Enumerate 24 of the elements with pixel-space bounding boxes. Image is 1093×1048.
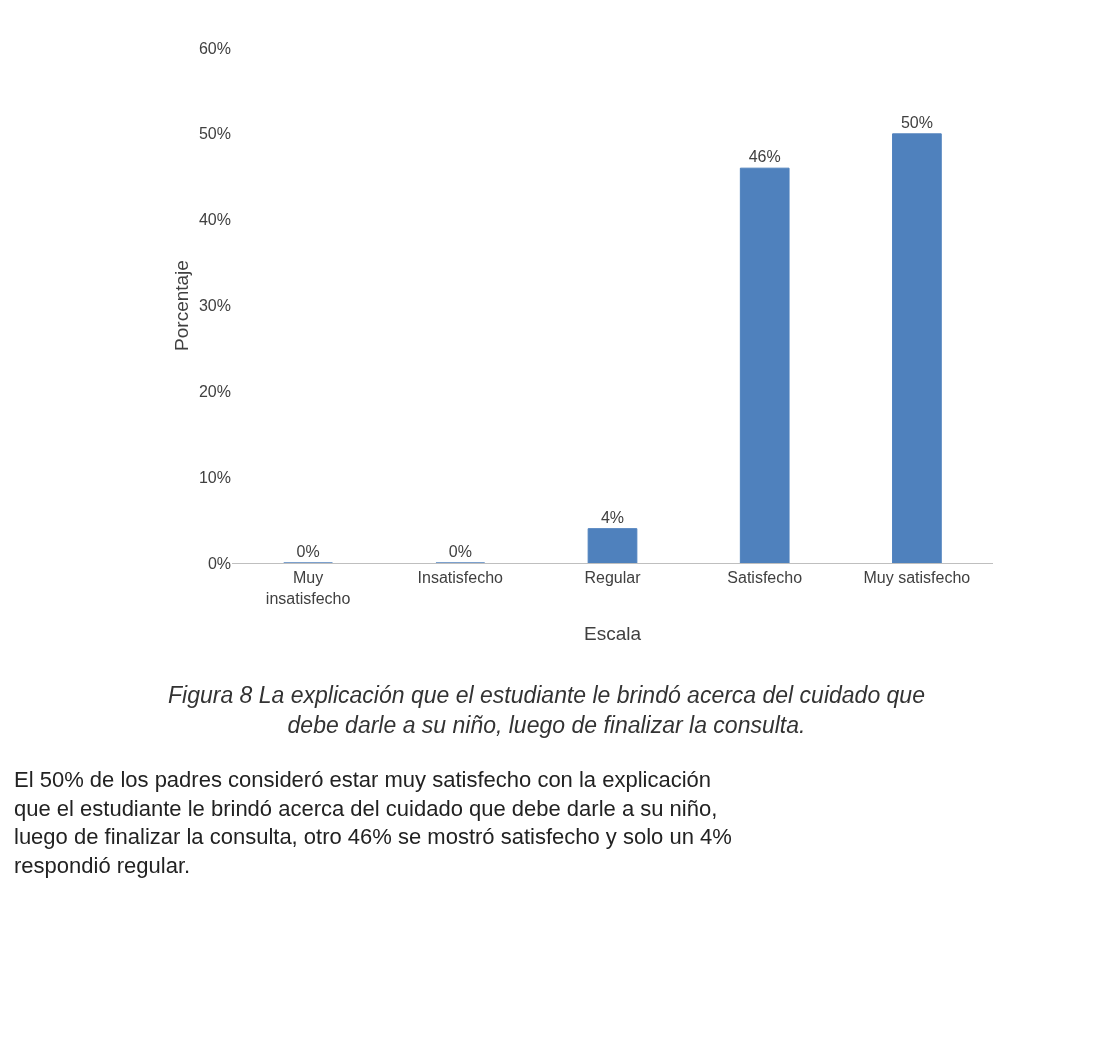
y-axis-title: Porcentaje — [170, 260, 192, 351]
text: Figura 8 La explicación que el estudiante le brindó acerca del cuidado que debe darle a su niño, luego de finalizar la consulta. — [168, 682, 925, 738]
data-label: 4% — [600, 508, 625, 526]
x-tick-label: Regular — [584, 569, 642, 587]
data-label: 46% — [748, 148, 781, 166]
data-label: 0% — [448, 543, 472, 560]
bar — [587, 528, 638, 563]
bar — [892, 133, 942, 563]
y-tick-label: 40% — [198, 211, 231, 229]
bar — [739, 167, 790, 563]
x-tick-label: Insatisfecho — [417, 569, 504, 587]
text: El 50% de los padres consideró estar muy satisfecho con la explicación que el estudiante le brindó acerca del cuidado que debe darle a su niño, luego de finalizar la consulta, otro 46% se mostró satisfecho y solo un 4% respondió regular. — [14, 767, 732, 878]
data-label: 50% — [900, 113, 933, 131]
y-tick-label: 0% — [207, 554, 231, 572]
x-tick-label: Satisfecho — [727, 569, 803, 587]
y-tick-label: 20% — [198, 382, 231, 400]
x-tick-label: Muy satisfecho — [863, 569, 971, 587]
y-tick-label: 50% — [198, 125, 231, 143]
y-tick-label: 10% — [198, 468, 231, 486]
y-tick-label: 30% — [198, 297, 231, 315]
x-tick-label: Muy insatisfecho — [265, 569, 351, 607]
data-label: 0% — [296, 543, 320, 560]
y-tick-label: 60% — [198, 39, 231, 57]
x-axis-title: Escala — [583, 622, 642, 644]
